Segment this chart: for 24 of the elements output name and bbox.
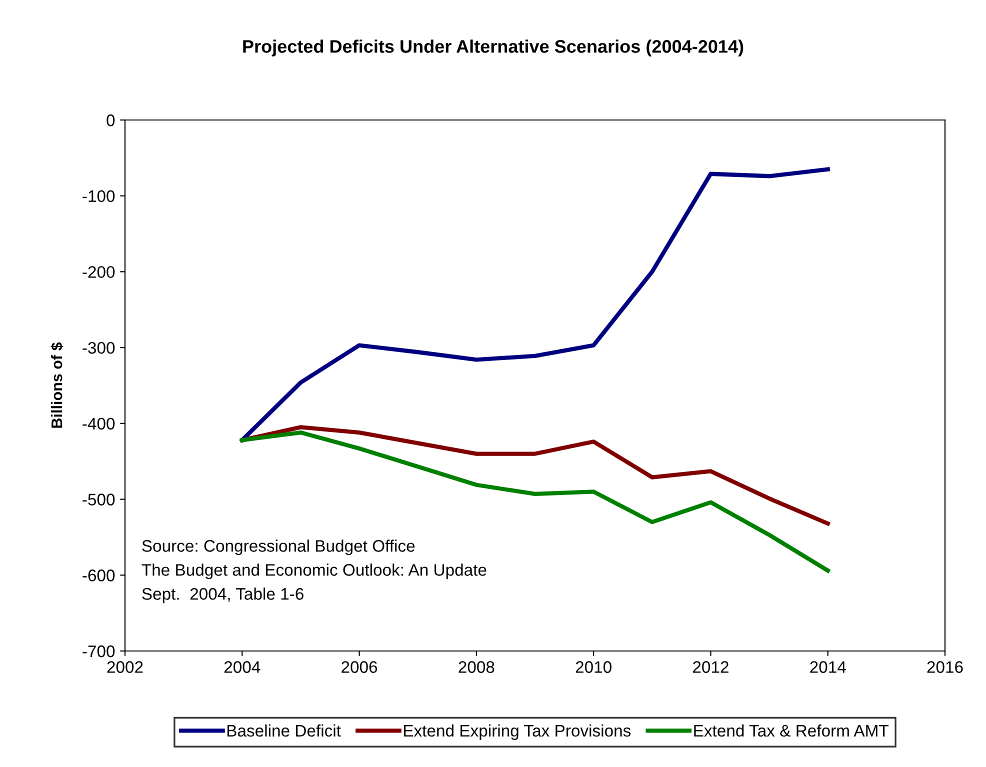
y-tick-label: -700 [82, 645, 115, 658]
y-tick-label: -100 [82, 190, 115, 202]
annotation: Source: Congressional Budget Office The Budget and Economic Outlook: An Update Sept. 2004, Table 1-6 [142, 540, 486, 604]
x-tick-label: 2016 [927, 661, 963, 673]
y-tick-label: -500 [82, 494, 115, 506]
legend-label: Baseline Deficit [227, 724, 341, 737]
line-series [240, 167, 830, 442]
legend-label: Extend Expiring Tax Provisions [404, 724, 631, 740]
y-tick-label: 0 [106, 114, 115, 126]
y-axis-title: Billions of $ [50, 342, 64, 428]
x-tick-label: 2008 [458, 661, 494, 673]
line-series [240, 425, 830, 526]
y-tick-label: -300 [82, 342, 115, 354]
x-tick-label: 2006 [342, 661, 378, 673]
y-tick-label: -200 [82, 266, 115, 278]
chart-title: Projected Deficits Under Alternative Scenarios (2004-2014) [243, 40, 744, 56]
y-tick-label: -600 [82, 570, 115, 582]
x-tick-label: 2004 [224, 661, 260, 673]
legend-label: Extend Tax & Reform AMT [694, 724, 889, 737]
y-tick-label: -400 [82, 418, 115, 430]
x-tick-label: 2002 [107, 661, 143, 673]
x-tick-label: 2012 [693, 661, 728, 673]
x-tick-label: 2014 [810, 661, 846, 673]
x-tick-label: 2010 [576, 661, 612, 673]
